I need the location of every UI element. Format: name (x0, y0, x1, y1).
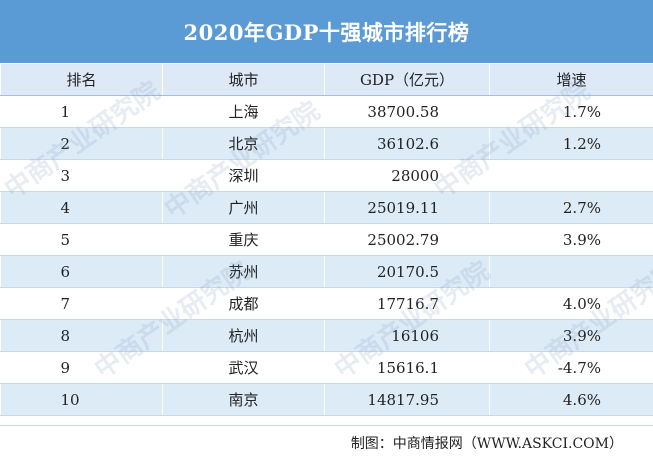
growth-cell: 3.9% (489, 223, 653, 256)
city-cell: 北京 (162, 127, 325, 160)
gdp-cell: 14817.95 (324, 383, 490, 416)
city-cell: 成都 (162, 287, 325, 320)
growth-cell (489, 159, 653, 192)
rank-cell: 1 (0, 95, 163, 128)
header-city: 城市 (162, 63, 325, 96)
city-cell: 南京 (162, 383, 325, 416)
gdp-ranking-table: 排名 城市 GDP（亿元） 增速 1 上海 38700.58 1.7% 2 北京… (0, 63, 653, 416)
rank-cell: 3 (0, 159, 163, 192)
city-cell: 广州 (162, 191, 325, 224)
table-row: 1 上海 38700.58 1.7% (0, 95, 653, 128)
table-row: 7 成都 17716.7 4.0% (0, 287, 653, 320)
table-row: 3 深圳 28000 (0, 159, 653, 192)
gdp-cell: 16106 (324, 319, 490, 352)
table-row: 9 武汉 15616.1 -4.7% (0, 351, 653, 384)
city-cell: 苏州 (162, 255, 325, 288)
source-footer: 制图：中商情报网（WWW.ASKCI.COM） (0, 425, 653, 459)
gdp-cell: 25019.11 (324, 191, 490, 224)
growth-cell: 4.6% (489, 383, 653, 416)
rank-cell: 8 (0, 319, 163, 352)
table-row: 8 杭州 16106 3.9% (0, 319, 653, 352)
gdp-cell: 17716.7 (324, 287, 490, 320)
rank-cell: 5 (0, 223, 163, 256)
city-cell: 武汉 (162, 351, 325, 384)
city-cell: 杭州 (162, 319, 325, 352)
gdp-cell: 15616.1 (324, 351, 490, 384)
rank-cell: 4 (0, 191, 163, 224)
gdp-cell: 20170.5 (324, 255, 490, 288)
header-rank: 排名 (0, 63, 163, 96)
table-row: 2 北京 36102.6 1.2% (0, 127, 653, 160)
rank-cell: 7 (0, 287, 163, 320)
rank-cell: 9 (0, 351, 163, 384)
growth-cell: 1.7% (489, 95, 653, 128)
growth-cell: 2.7% (489, 191, 653, 224)
table-header-row: 排名 城市 GDP（亿元） 增速 (0, 63, 653, 96)
gdp-cell: 25002.79 (324, 223, 490, 256)
growth-cell: 4.0% (489, 287, 653, 320)
header-gdp: GDP（亿元） (324, 63, 490, 96)
page-title: 2020年GDP十强城市排行榜 (0, 0, 653, 63)
table-row: 10 南京 14817.95 4.6% (0, 383, 653, 416)
gdp-cell: 36102.6 (324, 127, 490, 160)
city-cell: 上海 (162, 95, 325, 128)
table-row: 5 重庆 25002.79 3.9% (0, 223, 653, 256)
rank-cell: 10 (0, 383, 163, 416)
growth-cell (489, 255, 653, 288)
table-row: 4 广州 25019.11 2.7% (0, 191, 653, 224)
table-row: 6 苏州 20170.5 (0, 255, 653, 288)
growth-cell: 1.2% (489, 127, 653, 160)
city-cell: 重庆 (162, 223, 325, 256)
gdp-cell: 28000 (324, 159, 490, 192)
growth-cell: -4.7% (489, 351, 653, 384)
title-text: 2020年GDP十强城市排行榜 (183, 19, 470, 45)
city-cell: 深圳 (162, 159, 325, 192)
header-growth: 增速 (489, 63, 653, 96)
rank-cell: 6 (0, 255, 163, 288)
growth-cell: 3.9% (489, 319, 653, 352)
source-text: 制图：中商情报网（WWW.ASKCI.COM） (350, 435, 623, 452)
rank-cell: 2 (0, 127, 163, 160)
gdp-cell: 38700.58 (324, 95, 490, 128)
